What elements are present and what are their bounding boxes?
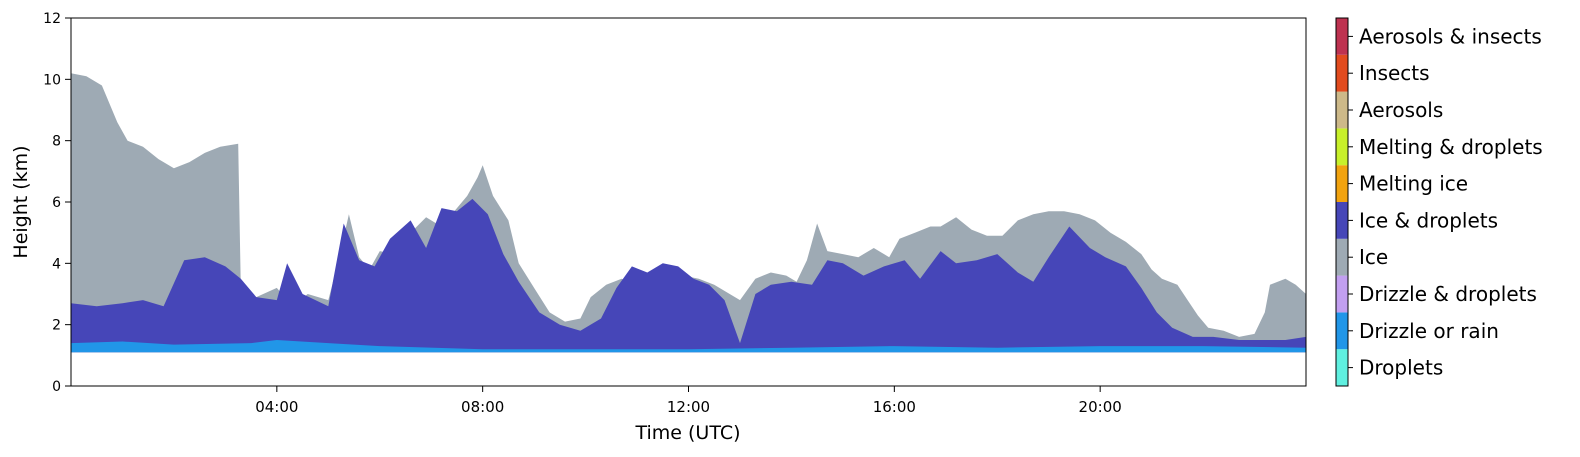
y-tick-label: 12: [43, 11, 61, 27]
x-axis: 04:00 08:00 12:00 16:00 20:00: [255, 386, 1122, 416]
y-tick-label: 10: [43, 72, 61, 88]
colorbar-swatch: [1336, 275, 1348, 313]
x-tick-label: 20:00: [1079, 398, 1122, 416]
x-tick-label: 12:00: [667, 398, 710, 416]
colorbar-label: Drizzle or rain: [1359, 319, 1499, 343]
colorbar-label: Melting ice: [1359, 172, 1468, 196]
colorbar-swatch: [1336, 238, 1348, 276]
x-axis-label: Time (UTC): [634, 422, 740, 444]
colorbar-swatch: [1336, 91, 1348, 129]
colorbar-swatch: [1336, 128, 1348, 166]
colorbar-swatch: [1336, 349, 1348, 386]
colorbar-label: Melting & droplets: [1359, 135, 1543, 159]
colorbar-legend: Droplets Drizzle or rain Drizzle & droplet…: [1335, 17, 1543, 387]
y-tick-label: 8: [52, 134, 61, 150]
colorbar-swatch: [1336, 54, 1348, 92]
colorbar-label: Ice & droplets: [1359, 208, 1498, 232]
colorbar-label: Ice: [1359, 245, 1388, 269]
colorbar-label: Drizzle & droplets: [1359, 282, 1537, 306]
echo-layer-drizzle-or-rain: [71, 340, 1306, 353]
y-axis: 0 2 4 6 8 10 12: [43, 11, 71, 395]
y-axis-label: Height (km): [10, 145, 32, 258]
x-tick-label: 16:00: [873, 398, 916, 416]
colorbar-frame: [1335, 17, 1349, 387]
x-tick-label: 08:00: [461, 398, 504, 416]
colorbar-swatch: [1336, 312, 1348, 350]
colorbar-swatch: [1336, 165, 1348, 202]
colorbar-label: Aerosols: [1359, 98, 1443, 122]
colorbar-label: Droplets: [1359, 356, 1443, 380]
y-tick-label: 6: [52, 195, 61, 211]
x-tick-label: 04:00: [255, 398, 298, 416]
echo-layer-ice-droplets: [71, 198, 1306, 353]
colorbar-swatch: [1336, 202, 1348, 239]
y-tick-label: 0: [52, 379, 61, 395]
plot-area: [71, 73, 1306, 353]
y-tick-label: 2: [52, 318, 61, 334]
colorbar-label: Aerosols & insects: [1359, 24, 1542, 48]
colorbar-swatch: [1336, 18, 1348, 55]
colorbar-label: Insects: [1359, 61, 1430, 85]
y-tick-label: 4: [52, 256, 61, 272]
